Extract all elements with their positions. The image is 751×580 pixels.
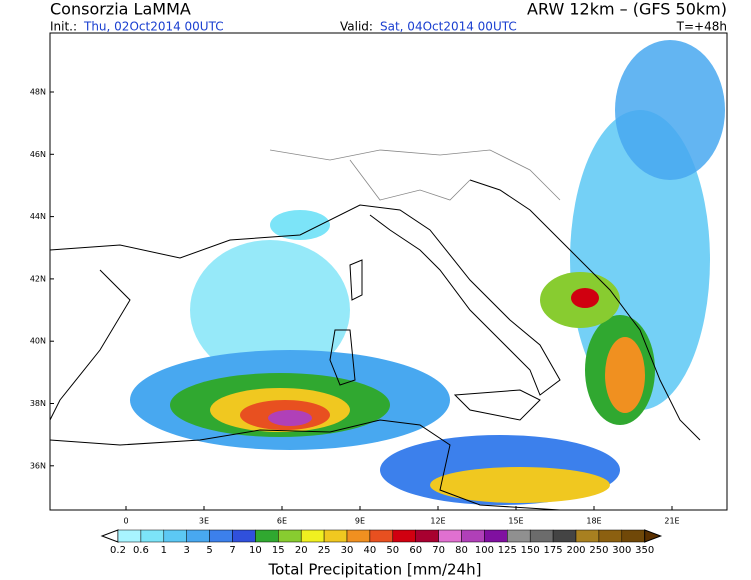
valid-label: Valid: <box>340 20 373 34</box>
colorbar-swatch <box>186 529 210 543</box>
colorbar-swatch <box>438 529 462 543</box>
colorbar-level: 1 <box>161 545 167 556</box>
lat-label: 46N <box>30 150 46 159</box>
colorbar-swatch <box>598 529 623 543</box>
lat-label: 44N <box>30 212 46 221</box>
colorbar-swatch <box>461 529 485 543</box>
precip-field <box>130 40 725 505</box>
colorbar-level: 40 <box>364 545 377 556</box>
lat-label: 38N <box>30 399 46 408</box>
lon-label: 15E <box>508 517 523 526</box>
lat-label: 40N <box>30 337 46 346</box>
colorbar-level: 200 <box>566 545 585 556</box>
colorbar-level: 0.6 <box>133 545 149 556</box>
colorbar-swatch <box>163 529 187 543</box>
colorbar-swatch <box>323 529 348 543</box>
lon-label: 21E <box>664 517 679 526</box>
colorbar-level: 25 <box>318 545 331 556</box>
lon-label: 6E <box>277 517 287 526</box>
colorbar-level: 15 <box>272 545 285 556</box>
title: Consorzia LaMMA <box>50 0 191 19</box>
lon-label: 0 <box>123 517 128 526</box>
colorbar-swatch <box>369 529 394 543</box>
colorbar-swatch <box>415 529 439 543</box>
colorbar: 0.2 0.6 1 3 5 7 10 15 20 25 30 40 50 60 70 80 100 125 150 1… <box>100 529 663 556</box>
colorbar-level: 80 <box>455 545 468 556</box>
lat-label: 48N <box>30 88 46 97</box>
colorbar-label: Total Precipitation [mm/24h] <box>268 561 482 579</box>
colorbar-swatch <box>300 529 325 543</box>
colorbar-swatch <box>621 529 645 543</box>
init-time: Thu, 02Oct2014 00UTC <box>83 20 224 34</box>
lon-label: 9E <box>355 517 365 526</box>
colorbar-level: 250 <box>589 545 608 556</box>
colorbar-level: 0.2 <box>110 545 126 556</box>
colorbar-swatch <box>552 529 577 543</box>
colorbar-swatch <box>255 529 279 543</box>
colorbar-level: 50 <box>386 545 399 556</box>
colorbar-swatch <box>209 529 233 543</box>
colorbar-level: 5 <box>206 545 212 556</box>
colorbar-level: 125 <box>498 545 517 556</box>
borders <box>269 149 561 201</box>
lon-label: 18E <box>586 517 601 526</box>
lon-labels: 0 3E 6E 9E 12E 15E 18E 21E <box>123 506 680 526</box>
colorbar-level: 60 <box>409 545 422 556</box>
colorbar-over <box>644 529 663 543</box>
lon-label: 3E <box>199 517 209 526</box>
lat-labels: 48N 46N 44N 42N 40N 38N 36N <box>30 88 54 470</box>
colorbar-swatch <box>507 529 531 543</box>
lead-time: T=+48h <box>676 20 727 34</box>
colorbar-level: 175 <box>544 545 563 556</box>
lon-label: 12E <box>430 517 445 526</box>
valid-time: Sat, 04Oct2014 00UTC <box>380 20 517 34</box>
colorbar-swatch <box>484 529 508 543</box>
colorbar-swatch <box>117 529 142 543</box>
colorbar-level: 350 <box>635 545 654 556</box>
colorbar-level: 20 <box>295 545 308 556</box>
colorbar-level: 100 <box>475 545 494 556</box>
colorbar-level: 10 <box>249 545 262 556</box>
coastlines <box>49 179 701 511</box>
colorbar-level: 300 <box>612 545 631 556</box>
colorbar-swatch <box>392 529 416 543</box>
colorbar-level: 3 <box>184 545 190 556</box>
colorbar-level: 30 <box>341 545 354 556</box>
init-label: Init.: <box>50 20 77 34</box>
colorbar-swatch <box>575 529 600 543</box>
colorbar-swatch <box>278 529 302 543</box>
model: ARW 12km – (GFS 50km) <box>527 0 727 19</box>
map: 48N 46N 44N 42N 40N 38N 36N 0 3E 6E 9E 12E 15E 18E 21… <box>30 32 728 526</box>
colorbar-level: 150 <box>521 545 540 556</box>
lat-label: 42N <box>30 274 46 283</box>
colorbar-under <box>100 529 119 543</box>
colorbar-swatch <box>346 529 371 543</box>
lat-label: 36N <box>30 461 46 470</box>
colorbar-swatch <box>232 529 256 543</box>
colorbar-swatch <box>529 529 554 543</box>
colorbar-swatch <box>140 529 165 543</box>
colorbar-level: 70 <box>432 545 445 556</box>
colorbar-level: 7 <box>229 545 235 556</box>
